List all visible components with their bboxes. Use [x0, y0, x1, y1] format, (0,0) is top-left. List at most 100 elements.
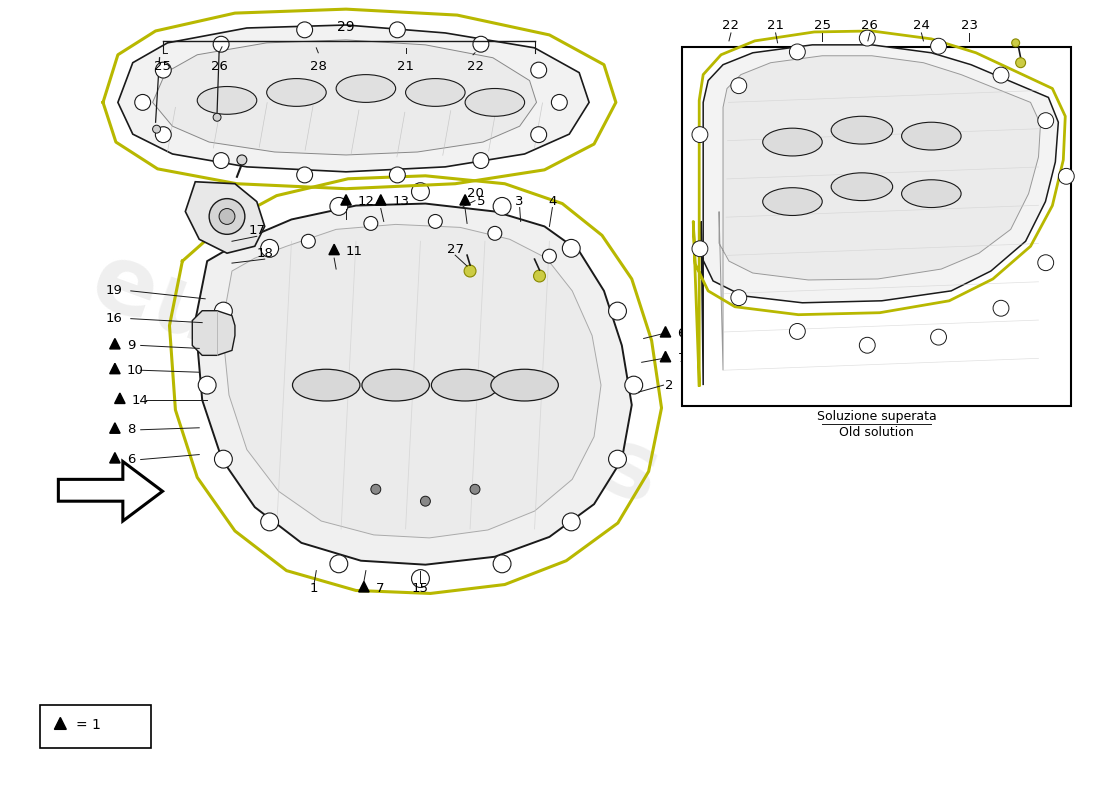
Polygon shape: [660, 326, 671, 337]
Ellipse shape: [832, 173, 893, 201]
Polygon shape: [54, 718, 66, 730]
Ellipse shape: [337, 74, 396, 102]
Circle shape: [213, 114, 221, 122]
Ellipse shape: [762, 188, 822, 215]
Circle shape: [411, 182, 429, 201]
Circle shape: [155, 62, 172, 78]
Circle shape: [608, 302, 626, 320]
Polygon shape: [110, 453, 120, 463]
Text: 22: 22: [723, 18, 739, 31]
Circle shape: [389, 167, 405, 183]
Text: 19: 19: [106, 284, 123, 298]
Circle shape: [562, 513, 580, 531]
Ellipse shape: [197, 86, 256, 114]
Ellipse shape: [902, 180, 961, 207]
Circle shape: [562, 239, 580, 258]
Text: 29: 29: [338, 20, 355, 34]
Text: 26: 26: [861, 18, 878, 31]
Polygon shape: [196, 203, 631, 565]
Circle shape: [993, 67, 1009, 83]
Text: 28: 28: [310, 60, 327, 73]
Ellipse shape: [431, 370, 498, 401]
Ellipse shape: [406, 78, 465, 106]
Circle shape: [993, 300, 1009, 316]
Polygon shape: [114, 393, 125, 403]
Text: 14: 14: [132, 394, 148, 406]
Text: 13: 13: [393, 195, 409, 208]
Circle shape: [1058, 168, 1075, 184]
Polygon shape: [660, 351, 671, 362]
Polygon shape: [359, 582, 370, 592]
Circle shape: [730, 290, 747, 306]
Circle shape: [730, 78, 747, 94]
Text: 16: 16: [106, 312, 123, 325]
Text: 7: 7: [678, 352, 686, 365]
Circle shape: [531, 126, 547, 142]
Text: 12: 12: [358, 195, 375, 208]
Circle shape: [692, 241, 708, 257]
Polygon shape: [110, 338, 120, 349]
Ellipse shape: [902, 122, 961, 150]
Circle shape: [214, 302, 232, 320]
Circle shape: [236, 155, 246, 165]
Text: 5: 5: [477, 195, 485, 208]
Circle shape: [790, 44, 805, 60]
Polygon shape: [222, 225, 601, 538]
Circle shape: [198, 376, 216, 394]
Circle shape: [389, 22, 405, 38]
Circle shape: [371, 484, 381, 494]
Text: 11: 11: [346, 245, 363, 258]
Circle shape: [297, 22, 312, 38]
Circle shape: [209, 198, 245, 234]
Circle shape: [542, 250, 557, 263]
Text: 23: 23: [960, 18, 978, 31]
Circle shape: [859, 338, 876, 353]
Circle shape: [1037, 254, 1054, 270]
Circle shape: [301, 234, 316, 248]
Text: 8: 8: [126, 423, 135, 436]
Polygon shape: [153, 40, 537, 155]
Text: a passion for cars since: a passion for cars since: [243, 408, 528, 531]
Circle shape: [330, 555, 348, 573]
Circle shape: [261, 513, 278, 531]
Circle shape: [330, 198, 348, 215]
Circle shape: [859, 30, 876, 46]
Circle shape: [470, 484, 480, 494]
Circle shape: [1015, 58, 1025, 68]
Text: 22: 22: [466, 60, 484, 73]
Text: 17: 17: [249, 224, 265, 237]
Text: 9: 9: [126, 339, 135, 352]
Polygon shape: [460, 194, 471, 205]
Polygon shape: [719, 56, 1041, 370]
Text: 1: 1: [310, 582, 319, 595]
Ellipse shape: [465, 89, 525, 116]
FancyBboxPatch shape: [40, 705, 151, 748]
Polygon shape: [192, 310, 235, 355]
Text: Soluzione superata: Soluzione superata: [817, 410, 937, 423]
Text: 21: 21: [767, 18, 784, 31]
Polygon shape: [375, 194, 386, 205]
Text: 4: 4: [548, 195, 557, 208]
Circle shape: [261, 239, 278, 258]
Circle shape: [1037, 113, 1054, 129]
Circle shape: [219, 209, 235, 225]
Polygon shape: [110, 363, 120, 374]
Text: 24: 24: [913, 18, 930, 31]
Text: 2: 2: [666, 378, 674, 392]
Circle shape: [931, 329, 946, 345]
Text: Old solution: Old solution: [839, 426, 914, 439]
Circle shape: [155, 126, 172, 142]
Text: = 1: = 1: [76, 718, 101, 732]
Text: 6: 6: [126, 453, 135, 466]
Circle shape: [213, 153, 229, 169]
Ellipse shape: [293, 370, 360, 401]
Circle shape: [473, 153, 488, 169]
Circle shape: [1012, 39, 1020, 47]
Circle shape: [551, 94, 568, 110]
Circle shape: [493, 198, 512, 215]
Text: 25: 25: [814, 18, 830, 31]
Circle shape: [692, 126, 708, 142]
Circle shape: [493, 555, 512, 573]
Circle shape: [411, 570, 429, 587]
Polygon shape: [118, 25, 590, 172]
